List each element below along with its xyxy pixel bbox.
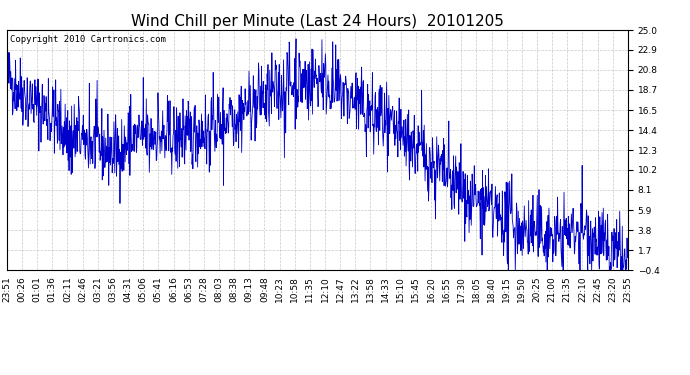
Title: Wind Chill per Minute (Last 24 Hours)  20101205: Wind Chill per Minute (Last 24 Hours) 20… (131, 14, 504, 29)
Text: Copyright 2010 Cartronics.com: Copyright 2010 Cartronics.com (10, 35, 166, 44)
